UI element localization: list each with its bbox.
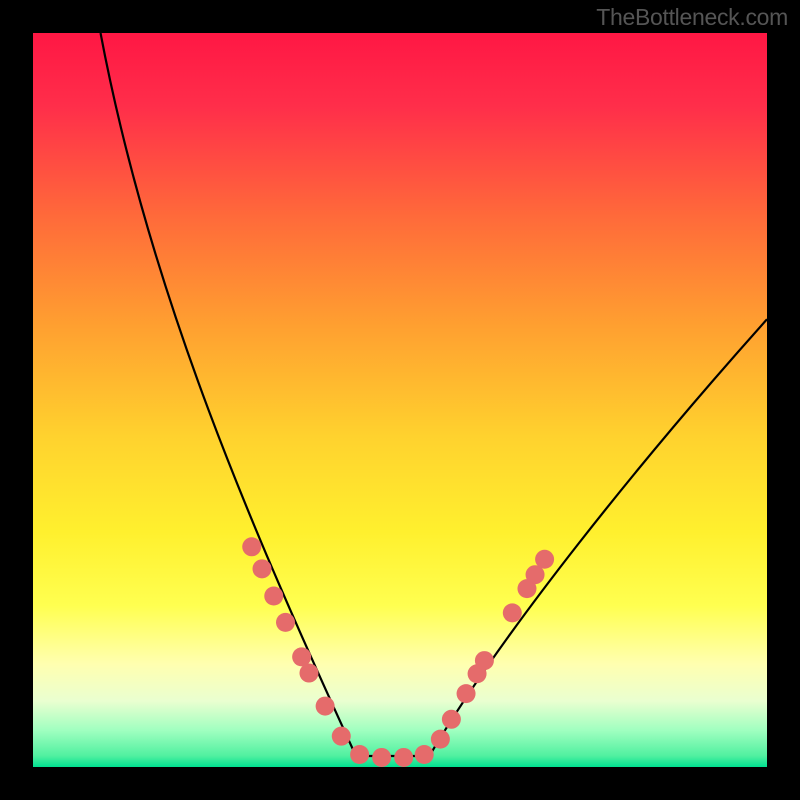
data-marker: [394, 748, 413, 767]
data-marker: [276, 613, 295, 632]
watermark-text: TheBottleneck.com: [596, 4, 788, 31]
data-marker: [350, 745, 369, 764]
marker-group: [242, 537, 554, 767]
data-marker: [332, 727, 351, 746]
data-marker: [431, 730, 450, 749]
data-marker: [316, 697, 335, 716]
data-marker: [535, 550, 554, 569]
data-marker: [242, 537, 261, 556]
data-marker: [415, 745, 434, 764]
data-marker: [253, 559, 272, 578]
plot-area: [33, 33, 767, 767]
data-marker: [475, 651, 494, 670]
bottleneck-curve: [101, 33, 767, 756]
data-marker: [372, 748, 391, 767]
data-marker: [299, 664, 318, 683]
data-marker: [292, 647, 311, 666]
curve-layer: [33, 33, 767, 767]
data-marker: [442, 710, 461, 729]
data-marker: [264, 586, 283, 605]
data-marker: [503, 603, 522, 622]
data-marker: [457, 684, 476, 703]
